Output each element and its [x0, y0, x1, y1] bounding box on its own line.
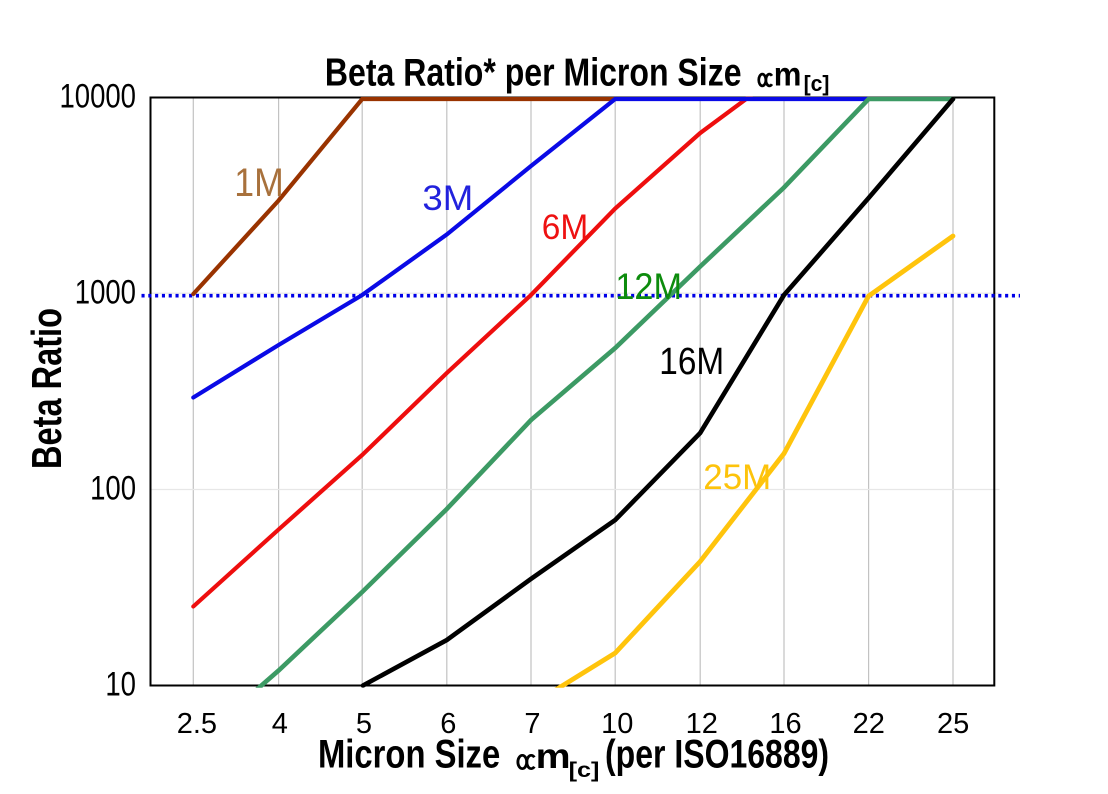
svg-text:Beta Ratio* per Micron Size: Beta Ratio* per Micron Size [325, 51, 742, 95]
svg-text:12M: 12M [615, 266, 682, 307]
svg-text:10000: 10000 [59, 77, 136, 115]
svg-text:12: 12 [686, 708, 718, 740]
svg-text:25M: 25M [703, 458, 771, 497]
svg-text:1M: 1M [234, 161, 283, 205]
svg-text:m: m [774, 56, 802, 93]
svg-text:4: 4 [272, 708, 288, 740]
svg-text:100: 100 [90, 469, 136, 507]
svg-text:6M: 6M [542, 208, 588, 247]
svg-text:1000: 1000 [75, 273, 136, 311]
svg-text:22: 22 [853, 708, 885, 740]
svg-text:(per ISO16889): (per ISO16889) [605, 731, 829, 776]
svg-text:10: 10 [105, 665, 136, 703]
svg-text:m: m [536, 736, 571, 775]
svg-text:5: 5 [356, 708, 372, 740]
svg-text:25: 25 [937, 708, 969, 740]
svg-text:3M: 3M [422, 178, 473, 218]
svg-text:[c]: [c] [804, 72, 830, 96]
svg-text:2.5: 2.5 [177, 708, 217, 740]
svg-text:Beta Ratio: Beta Ratio [23, 308, 70, 469]
svg-text:16M: 16M [659, 340, 724, 382]
svg-text:10: 10 [601, 708, 633, 740]
svg-text:6: 6 [440, 708, 456, 740]
svg-text:7: 7 [524, 708, 540, 740]
svg-text:16: 16 [769, 708, 801, 740]
svg-text:Micron Size: Micron Size [318, 731, 500, 776]
svg-text:[c]: [c] [569, 758, 600, 782]
